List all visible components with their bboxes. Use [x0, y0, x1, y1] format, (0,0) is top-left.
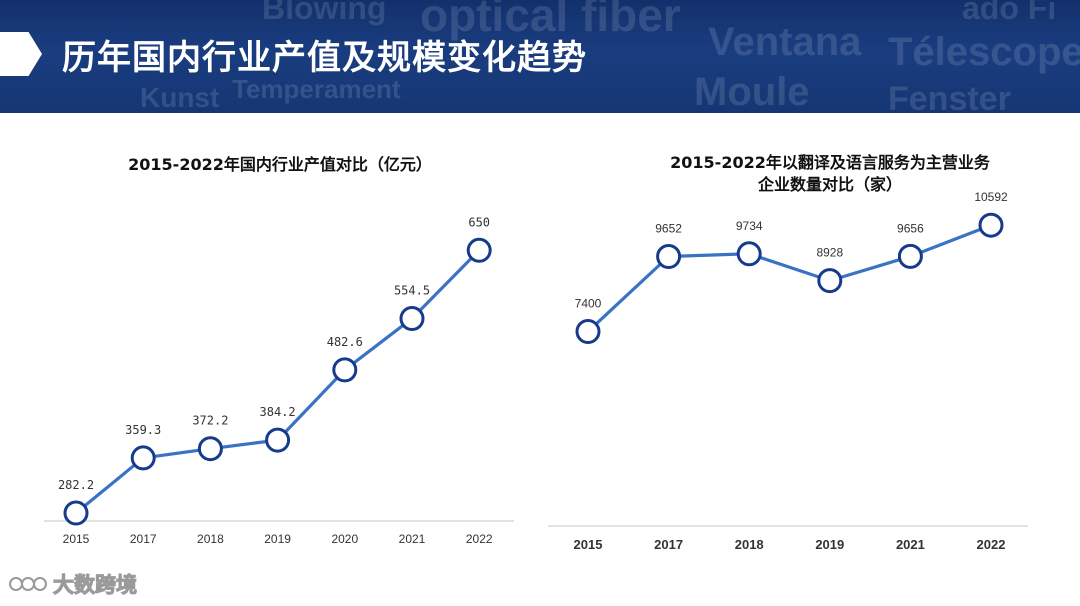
chart1-point-2019 — [265, 427, 291, 453]
chart2-point-2017 — [656, 244, 682, 270]
chart2-point-2022 — [978, 212, 1004, 238]
chart1-tick-2019: 2019 — [264, 532, 291, 546]
header-banner: optical fiber Ventana Télescope Moule Fe… — [0, 0, 1080, 113]
chart1-point-2021 — [399, 306, 425, 331]
chart1-point-2020 — [332, 357, 358, 383]
watermark-text: 大数跨境 — [53, 573, 138, 598]
watermark-logo: 大数跨境 — [8, 568, 138, 600]
logo-mark-icon — [9, 577, 47, 591]
chart1-tick-2015: 2015 — [63, 532, 90, 546]
chart2-title-line1: 2015-2022年以翻译及语言服务为主营业务 — [670, 153, 990, 172]
banner-word: Blowing — [262, 0, 387, 26]
chart1-tick-2022: 2022 — [466, 532, 493, 546]
chart1-data-label-2015: 282.2 — [58, 478, 94, 492]
chart1-data-label-2018: 372.2 — [192, 414, 228, 428]
chart2-point-2015 — [575, 319, 601, 345]
chart1-tick-2017: 2017 — [130, 532, 157, 546]
chart2-title: 2015-2022年以翻译及语言服务为主营业务 企业数量对比（家） — [600, 152, 1060, 196]
banner-word: Moule — [694, 70, 810, 113]
banner-word: Télescope — [888, 30, 1080, 74]
chart1-tick-2018: 2018 — [197, 532, 224, 546]
banner-word: Fenster — [888, 80, 1011, 113]
chart2-tick-2015: 2015 — [574, 537, 603, 552]
chart2-tick-2021: 2021 — [896, 537, 925, 552]
banner-word: Kunst — [140, 82, 220, 113]
chart1-title: 2015-2022年国内行业产值对比（亿元） — [40, 154, 520, 176]
chart2-tick-2022: 2022 — [977, 537, 1006, 552]
chart2-series-line — [586, 223, 992, 333]
chart1-point-2017 — [130, 445, 156, 471]
banner-word: optical fiber — [420, 0, 681, 41]
chart2-data-label-2022: 10592 — [974, 190, 1008, 204]
chart1-tick-2021: 2021 — [399, 532, 426, 546]
chart2-data-label-2018: 9734 — [736, 219, 763, 233]
chart2-data-label-2019: 8928 — [816, 246, 843, 260]
banner-word: ado Fi — [962, 0, 1057, 26]
chart2-tick-2017: 2017 — [654, 537, 683, 552]
chart2-tick-2019: 2019 — [815, 537, 844, 552]
chart2-point-2018 — [736, 241, 762, 267]
chart1-point-2018 — [197, 436, 223, 462]
chart2-point-2021 — [897, 243, 923, 269]
chart1-data-label-2022: 650 — [468, 215, 490, 229]
banner-word: Ventana — [708, 20, 862, 64]
chart1-title-text: 2015-2022年国内行业产值对比（亿元） — [128, 155, 432, 174]
chart2-data-label-2017: 9652 — [655, 222, 682, 236]
chart1-data-label-2020: 482.6 — [327, 335, 363, 349]
banner-word: Temperament — [232, 74, 401, 104]
page-title: 历年国内行业产值及规模变化趋势 — [62, 38, 587, 78]
chart1-tick-2020: 2020 — [331, 532, 358, 546]
chart1-data-label-2021: 554.5 — [394, 284, 430, 298]
chart1-data-label-2017: 359.3 — [125, 423, 161, 437]
chart2-data-label-2015: 7400 — [575, 297, 602, 311]
chart2-title-line2: 企业数量对比（家） — [757, 175, 902, 194]
chart2-data-label-2021: 9656 — [897, 221, 924, 235]
chart1-data-label-2019: 384.2 — [260, 405, 296, 419]
chart1-point-2015 — [63, 500, 89, 526]
chart2-tick-2018: 2018 — [735, 537, 764, 552]
chart2-point-2019 — [817, 268, 843, 294]
chart1-point-2022 — [466, 237, 492, 263]
